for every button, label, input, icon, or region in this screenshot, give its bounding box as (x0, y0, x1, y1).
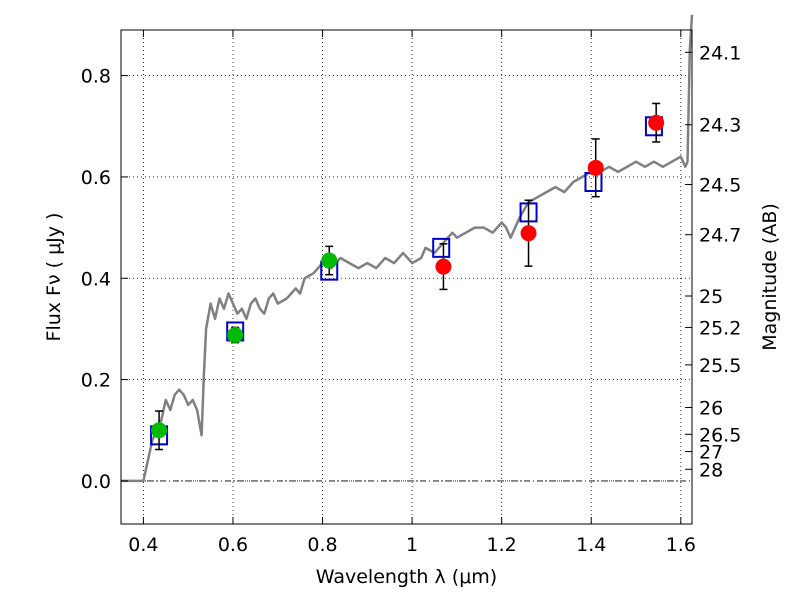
x-tick-label: 1 (406, 534, 418, 556)
x-axis-title: Wavelength λ (μm) (316, 566, 497, 588)
y2-tick-label: 24.3 (699, 115, 741, 137)
x-tick-label: 0.6 (218, 534, 248, 556)
x-tick-label: 1.2 (487, 534, 517, 556)
y2-tick-label: 26 (699, 397, 723, 419)
x-tick-label: 1.4 (576, 534, 606, 556)
y-tick-label: 0.4 (81, 268, 111, 290)
spectrum-series (121, 14, 694, 483)
y-tick-label: 0.8 (81, 66, 111, 88)
observed-point (227, 327, 244, 344)
x-tick-label: 1.6 (666, 534, 696, 556)
y2-tick-label: 25 (699, 286, 723, 308)
y2-tick-label: 24.7 (699, 225, 741, 247)
axis-ticks: 0.4 0.6 0.8 1 1.2 1.4 1.6 0.0 0.2 0.4 0.6 0.8 24.1 24… (81, 30, 741, 556)
model-square-marker (432, 237, 451, 258)
x-tick-label: 0.4 (128, 534, 158, 556)
observed-point (520, 225, 537, 242)
y2-tick-label: 25.5 (699, 355, 741, 377)
y2-tick-label: 26.5 (699, 424, 741, 446)
y2-axis-title: Magnitude (AB) (759, 203, 781, 351)
y2-tick-label: 28 (699, 459, 723, 481)
spectrum-line (121, 14, 694, 483)
y-tick-label: 0.6 (81, 167, 111, 189)
y-tick-label: 0.0 (81, 471, 111, 493)
y2-tick-label: 27 (699, 442, 723, 464)
x-tick-label: 0.8 (307, 534, 337, 556)
grid-lines (121, 30, 692, 524)
y-axis-title: Flux Fν ( μJy ) (43, 213, 65, 342)
observed-point (321, 252, 338, 269)
model-square-marker (584, 172, 603, 192)
observed-point (587, 159, 604, 176)
y2-tick-label: 24.5 (699, 175, 741, 197)
y2-tick-label: 25.2 (699, 317, 741, 339)
data-points (150, 102, 665, 451)
observed-point (648, 114, 665, 131)
y2-tick-label: 24.1 (699, 42, 741, 64)
plot-frame (120, 29, 693, 525)
observed-point (151, 422, 168, 439)
observed-point (435, 258, 452, 275)
y-tick-label: 0.2 (81, 370, 111, 392)
